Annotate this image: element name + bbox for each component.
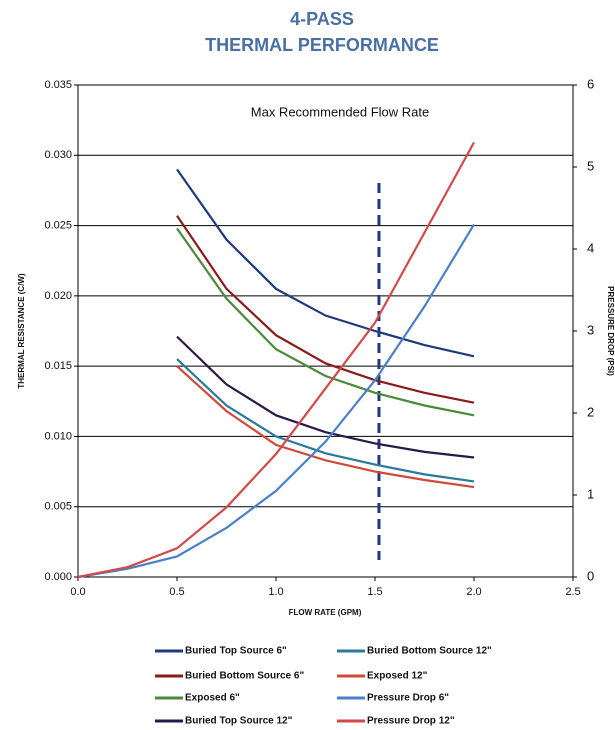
y-tick-label: 0.030 xyxy=(44,149,72,161)
series-line xyxy=(176,365,475,489)
y2-tick-label: 0 xyxy=(587,568,594,583)
series-line xyxy=(77,223,475,579)
y2-tick-label: 1 xyxy=(587,486,594,501)
y2-tick-label: 2 xyxy=(587,404,594,419)
x-tick-label: 0.5 xyxy=(169,586,184,598)
y2-tick-label: 3 xyxy=(587,322,594,337)
legend-label: Buried Bottom Source 6" xyxy=(185,671,304,682)
y2-tick-label: 5 xyxy=(587,158,594,173)
y-axis-label: THERMAL RESISTANCE (C/W) xyxy=(17,273,26,389)
series-line xyxy=(176,215,475,404)
series-line xyxy=(77,141,475,579)
y-tick-label: 0.025 xyxy=(44,219,72,231)
annotation: Max Recommended Flow Rate xyxy=(251,104,429,119)
legend-label: Buried Bottom Source 12" xyxy=(367,646,492,657)
y-tick-label: 0.020 xyxy=(44,290,72,302)
y-tick-label: 0.015 xyxy=(44,360,72,372)
legend-label: Pressure Drop 12" xyxy=(367,716,455,727)
chart-title: 4-PASS xyxy=(290,9,354,29)
y-tick-label: 0.000 xyxy=(44,571,72,583)
series-line xyxy=(176,168,475,358)
x-tick-label: 0.0 xyxy=(70,586,85,598)
x-tick-label: 1.0 xyxy=(268,586,283,598)
y2-axis-label: PRESSURE DROP (PSI) xyxy=(606,286,615,376)
legend-label: Buried Top Source 6" xyxy=(185,646,287,657)
y-tick-label: 0.010 xyxy=(44,430,72,442)
y-tick-label: 0.035 xyxy=(44,79,72,91)
x-axis-label: FLOW RATE (GPM) xyxy=(289,608,362,617)
y2-tick-label: 6 xyxy=(587,76,594,91)
chart-subtitle: THERMAL PERFORMANCE xyxy=(205,35,439,55)
x-tick-label: 2.0 xyxy=(466,586,481,598)
legend-label: Buried Top Source 12" xyxy=(185,716,293,727)
legend-label: Exposed 6" xyxy=(185,693,240,704)
series-line xyxy=(176,358,475,483)
series-line xyxy=(176,335,475,459)
x-tick-label: 2.5 xyxy=(565,586,580,598)
legend-label: Pressure Drop 6" xyxy=(367,693,449,704)
legend-label: Exposed 12" xyxy=(367,671,428,682)
series-line xyxy=(176,227,475,417)
y2-tick-label: 4 xyxy=(587,240,594,255)
y-tick-label: 0.005 xyxy=(44,501,72,513)
x-tick-label: 1.5 xyxy=(367,586,382,598)
